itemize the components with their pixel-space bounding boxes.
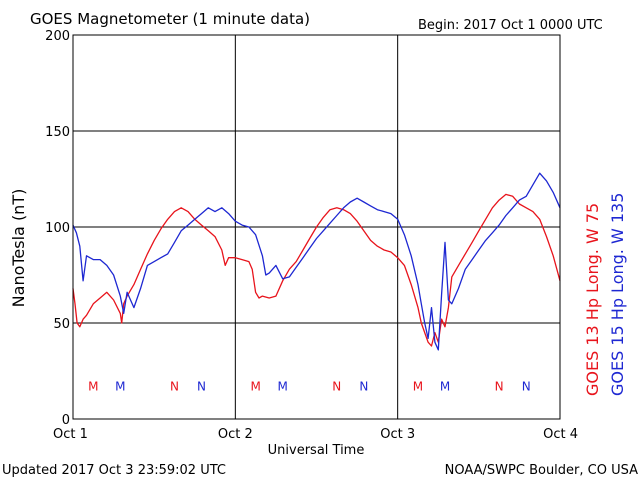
series-goes15-line xyxy=(72,172,561,351)
noon-marker: N xyxy=(495,379,504,393)
x-tick-labels: Oct 1 Oct 2 Oct 3 Oct 4 xyxy=(53,427,578,442)
credit-label: NOAA/SWPC Boulder, CO USA xyxy=(445,463,638,478)
legend-goes13: GOES 13 Hp Long. W 75 xyxy=(583,203,602,396)
noon-marker: N xyxy=(359,379,368,393)
midnight-marker: M xyxy=(115,379,125,393)
updated-label: Updated 2017 Oct 3 23:59:02 UTC xyxy=(2,463,226,478)
y-tick-label: 0 xyxy=(62,413,70,428)
y-axis-label: NanoTesla (nT) xyxy=(9,189,28,308)
noon-marker: N xyxy=(522,379,531,393)
midnight-marker: M xyxy=(88,379,98,393)
noon-marker: N xyxy=(170,379,179,393)
legend-goes15: GOES 15 Hp Long. W 135 xyxy=(608,193,627,396)
noon-marker: N xyxy=(332,379,341,393)
y-tick-label: 150 xyxy=(45,125,70,140)
begin-label: Begin: 2017 Oct 1 0000 UTC xyxy=(418,18,603,33)
x-tick-label: Oct 4 xyxy=(543,427,578,442)
x-tick-label: Oct 1 xyxy=(53,427,88,442)
chart-title: GOES Magnetometer (1 minute data) xyxy=(30,10,310,28)
x-tick-label: Oct 3 xyxy=(380,427,415,442)
y-tick-label: 100 xyxy=(45,221,70,236)
series-goes13-line xyxy=(72,193,561,347)
y-tick-labels: 0 50 100 150 200 xyxy=(45,29,70,428)
midnight-marker: M xyxy=(413,379,423,393)
series-lines xyxy=(72,172,561,351)
y-tick-label: 200 xyxy=(45,29,70,44)
plot-frame xyxy=(72,34,561,420)
midnight-marker: M xyxy=(440,379,450,393)
legend: GOES 13 Hp Long. W 75 GOES 15 Hp Long. W … xyxy=(583,193,627,396)
noon-marker: N xyxy=(197,379,206,393)
x-axis-label: Universal Time xyxy=(268,443,365,458)
x-tick-label: Oct 2 xyxy=(218,427,253,442)
midnight-marker: M xyxy=(278,379,288,393)
midnight-marker: M xyxy=(250,379,260,393)
y-tick-label: 50 xyxy=(53,317,70,332)
